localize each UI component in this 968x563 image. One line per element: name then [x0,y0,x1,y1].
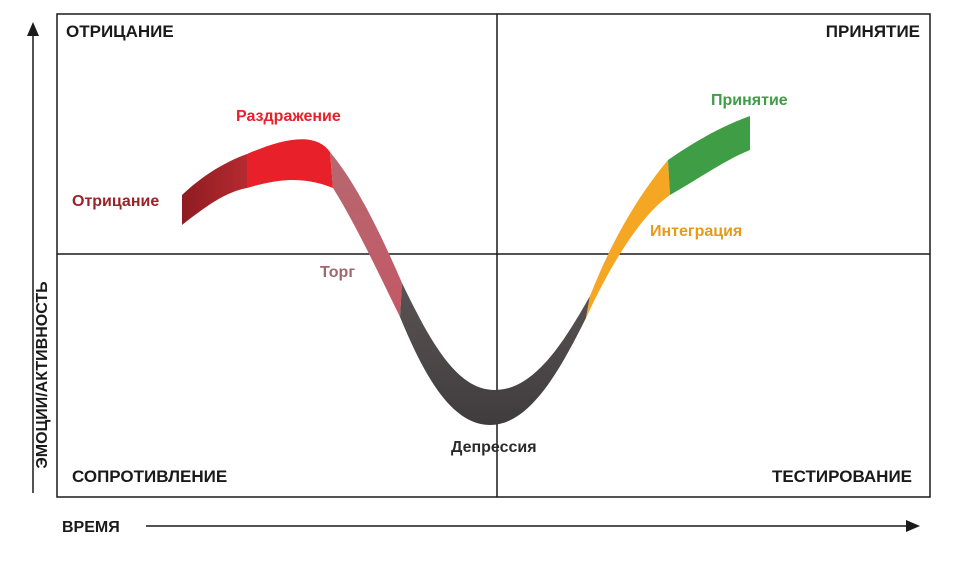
diagram-frame [56,13,931,498]
curve-segment-depression [400,283,590,425]
curve-segment-anger [247,139,333,188]
y-axis-label: ЭМОЦИИ/АКТИВНОСТЬ [34,281,51,468]
curve-segment-denial [182,154,247,225]
curve-segment-acceptance [668,116,750,195]
quadrant-label-denial: ОТРИЦАНИЕ [66,22,174,41]
quadrant-label-testing: ТЕСТИРОВАНИЕ [772,467,912,486]
stage-label-depression: Депрессия [451,439,537,456]
stage-label-acceptance: Принятие [711,92,788,109]
y-axis-arrowhead [27,22,39,36]
stage-label-integration: Интеграция [650,223,742,240]
x-axis-label: ВРЕМЯ [62,519,120,536]
curve-segment-bargaining [330,152,402,317]
curve-segment-integration [586,160,670,318]
stage-label-bargaining: Торг [320,264,355,281]
stage-label-anger: Раздражение [236,108,341,125]
quadrant-label-resistance: СОПРОТИВЛЕНИЕ [72,467,227,486]
quadrant-label-acceptance: ПРИНЯТИЕ [826,22,920,41]
stage-label-denial: Отрицание [72,193,159,210]
x-axis-arrowhead [906,520,920,532]
